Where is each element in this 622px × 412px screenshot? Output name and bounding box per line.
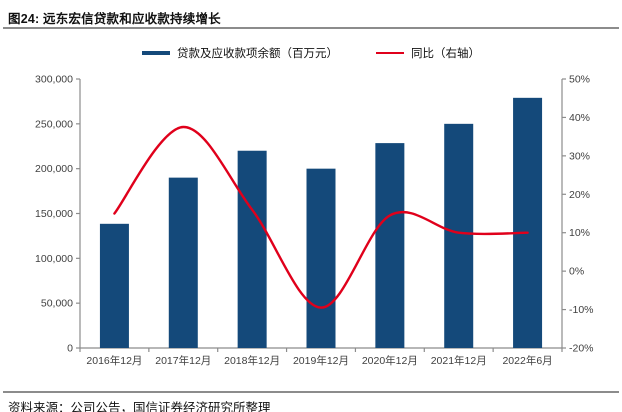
left-axis-tick-label: 250,000 <box>35 118 73 130</box>
bar <box>306 168 336 348</box>
x-axis-category-label: 2018年12月 <box>224 354 280 367</box>
figure-title: 图24: 远东宏信贷款和应收款持续增长 <box>8 12 221 26</box>
bar-series-marker-icon <box>142 51 170 55</box>
left-axis-tick-label: 150,000 <box>35 208 73 220</box>
right-axis-tick-label: 50% <box>569 74 590 86</box>
bar <box>99 223 129 348</box>
bar <box>444 123 474 348</box>
left-axis-tick-label: 200,000 <box>35 163 73 175</box>
left-axis-tick-label: 100,000 <box>35 253 73 265</box>
chart-legend: 贷款及应收款项余额（百万元） 同比（右轴） <box>0 44 622 62</box>
right-axis-tick-label: 40% <box>569 112 590 124</box>
legend-item-line-series: 同比（右轴） <box>376 45 480 61</box>
bar-series-label: 贷款及应收款项余额（百万元） <box>177 48 338 60</box>
yoy-line <box>113 125 529 309</box>
left-axis-tick-label: 0 <box>67 343 73 355</box>
source-divider <box>3 391 619 393</box>
legend-item-bar-series: 贷款及应收款项余额（百万元） <box>142 45 338 61</box>
right-axis-tick-label: 0% <box>569 266 584 278</box>
right-axis-tick-label: -10% <box>569 304 594 316</box>
source-note: 资料来源：公司公告，国信证券经济研究所整理 <box>8 401 271 412</box>
line-series-marker-icon <box>376 51 404 55</box>
chart-canvas: 0 50,000 100,000 150,000 200,000 250,000 300,0… <box>35 74 594 368</box>
bar <box>168 177 198 348</box>
x-axis-category-label: 2021年12月 <box>431 354 487 367</box>
bar <box>375 143 405 348</box>
x-axis-category-label: 2017年12月 <box>155 354 211 367</box>
right-axis-tick-label: 20% <box>569 189 590 201</box>
left-axis-tick-label: 50,000 <box>41 298 73 310</box>
title-divider <box>3 27 619 29</box>
line-series-label: 同比（右轴） <box>411 48 480 60</box>
right-axis-tick-label: -20% <box>569 343 594 355</box>
bar <box>513 97 543 348</box>
left-axis-tick-label: 300,000 <box>35 74 73 86</box>
x-axis-category-label: 2019年12月 <box>293 354 349 367</box>
bar <box>237 150 267 348</box>
x-axis-category-label: 2016年12月 <box>86 354 142 367</box>
x-axis-category-label: 2022年6月 <box>502 354 552 367</box>
x-axis-category-label: 2020年12月 <box>362 354 418 367</box>
right-axis-tick-label: 30% <box>569 150 590 162</box>
right-axis-tick-label: 10% <box>569 227 590 239</box>
